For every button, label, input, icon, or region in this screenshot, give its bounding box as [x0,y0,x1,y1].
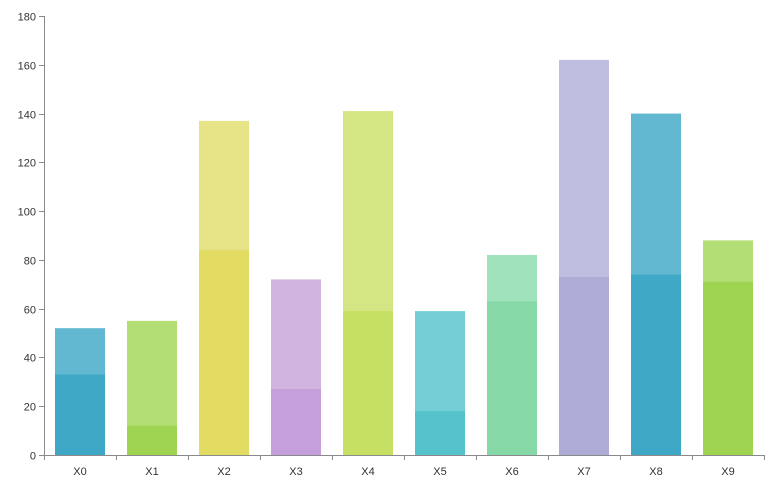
x-tick-label: X0 [73,466,86,478]
bar-inner-x0[interactable] [55,374,105,455]
y-tick-label: 140 [18,110,36,122]
x-tick-label: X1 [145,466,158,478]
bar-inner-x8[interactable] [631,274,681,455]
bar-inner-x4[interactable] [343,311,393,455]
bar-inner-x1[interactable] [127,425,177,455]
x-tick-label: X6 [505,466,518,478]
y-tick-label: 0 [30,451,36,463]
x-tick-label: X2 [217,466,230,478]
x-tick-label: X4 [361,466,374,478]
y-tick-label: 180 [18,12,36,24]
bar-inner-x2[interactable] [199,250,249,455]
bar-inner-x9[interactable] [703,281,753,455]
x-tick-label: X5 [433,466,446,478]
y-tick-label: 40 [24,353,36,365]
x-tick-label: X7 [577,466,590,478]
x-tick-label: X9 [721,466,734,478]
y-tick-label: 120 [18,158,36,170]
x-tick-label: X3 [289,466,302,478]
x-axis: X0 X1 X2 X3 X4 X5 X6 X7 X8 X9 [44,455,765,478]
bar-inner-x6[interactable] [487,301,537,455]
x-tick-label: X8 [649,466,662,478]
y-tick-label: 160 [18,61,36,73]
y-tick-label: 80 [24,256,36,268]
y-tick-label: 100 [18,207,36,219]
bar-inner-x7[interactable] [559,276,609,455]
y-tick-label: 20 [24,402,36,414]
bar-inner-x3[interactable] [271,389,321,455]
y-tick-label: 60 [24,305,36,317]
y-axis: 0 20 40 60 80 100 120 140 160 180 [18,12,44,463]
bars-group [55,59,753,456]
bar-inner-x5[interactable] [415,411,465,455]
